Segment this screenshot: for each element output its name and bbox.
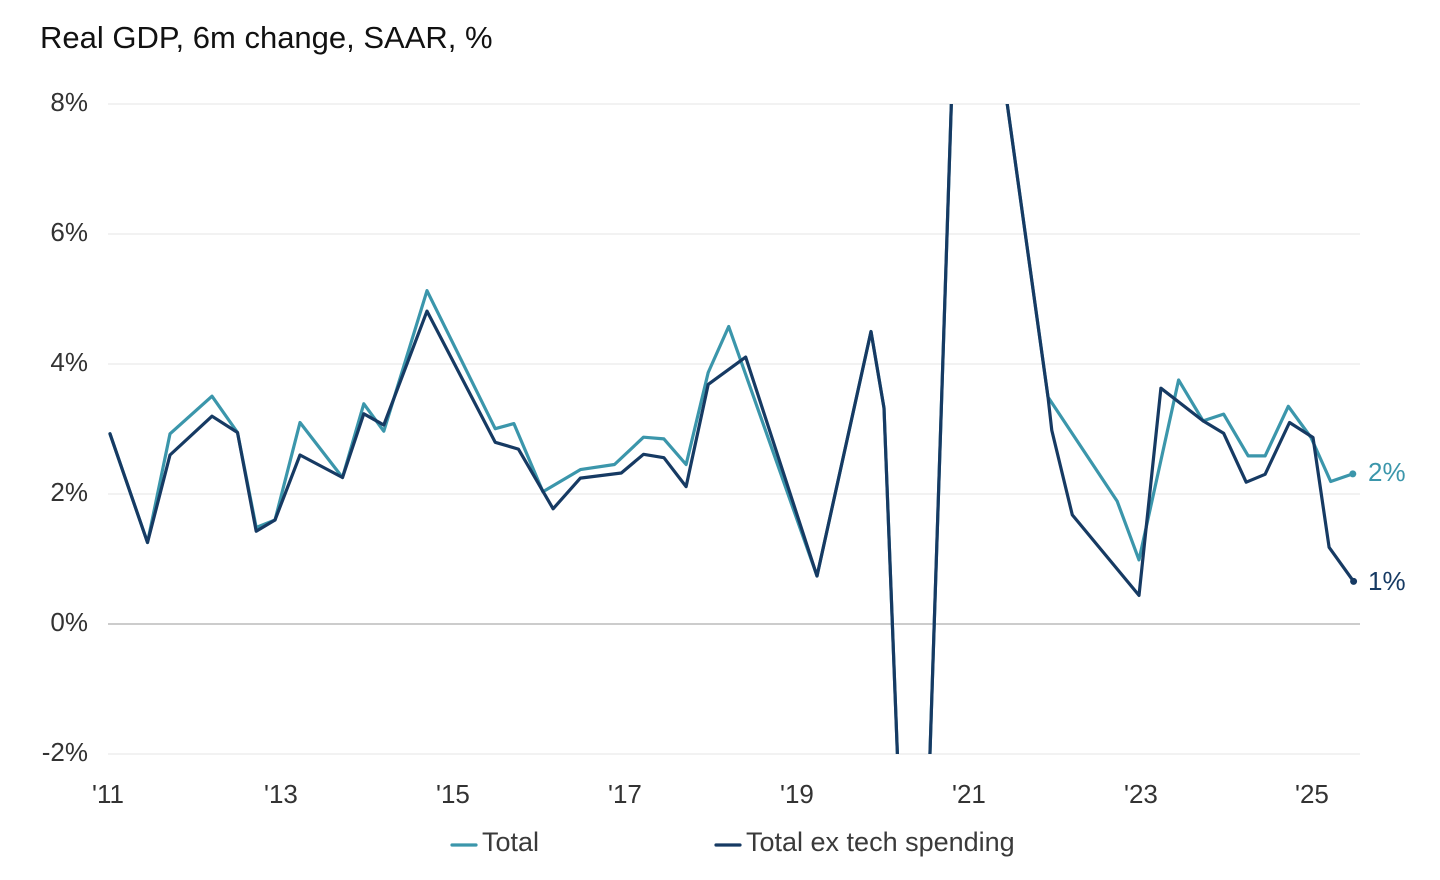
svg-text:8%: 8% (50, 87, 88, 117)
svg-text:'15: '15 (436, 779, 470, 809)
svg-text:'17: '17 (608, 779, 642, 809)
svg-text:2%: 2% (1368, 457, 1406, 487)
svg-text:'23: '23 (1124, 779, 1158, 809)
svg-text:'19: '19 (780, 779, 814, 809)
svg-text:6%: 6% (50, 217, 88, 247)
svg-text:'21: '21 (952, 779, 986, 809)
svg-text:1%: 1% (1368, 566, 1406, 596)
svg-text:0%: 0% (50, 607, 88, 637)
svg-text:'11: '11 (92, 779, 124, 809)
svg-text:'13: '13 (264, 779, 298, 809)
svg-text:2%: 2% (50, 477, 88, 507)
svg-text:Total ex tech spending: Total ex tech spending (746, 827, 1015, 857)
svg-text:'25: '25 (1295, 779, 1329, 809)
svg-text:4%: 4% (50, 347, 88, 377)
svg-text:-2%: -2% (42, 737, 88, 767)
svg-text:Total: Total (482, 827, 539, 857)
